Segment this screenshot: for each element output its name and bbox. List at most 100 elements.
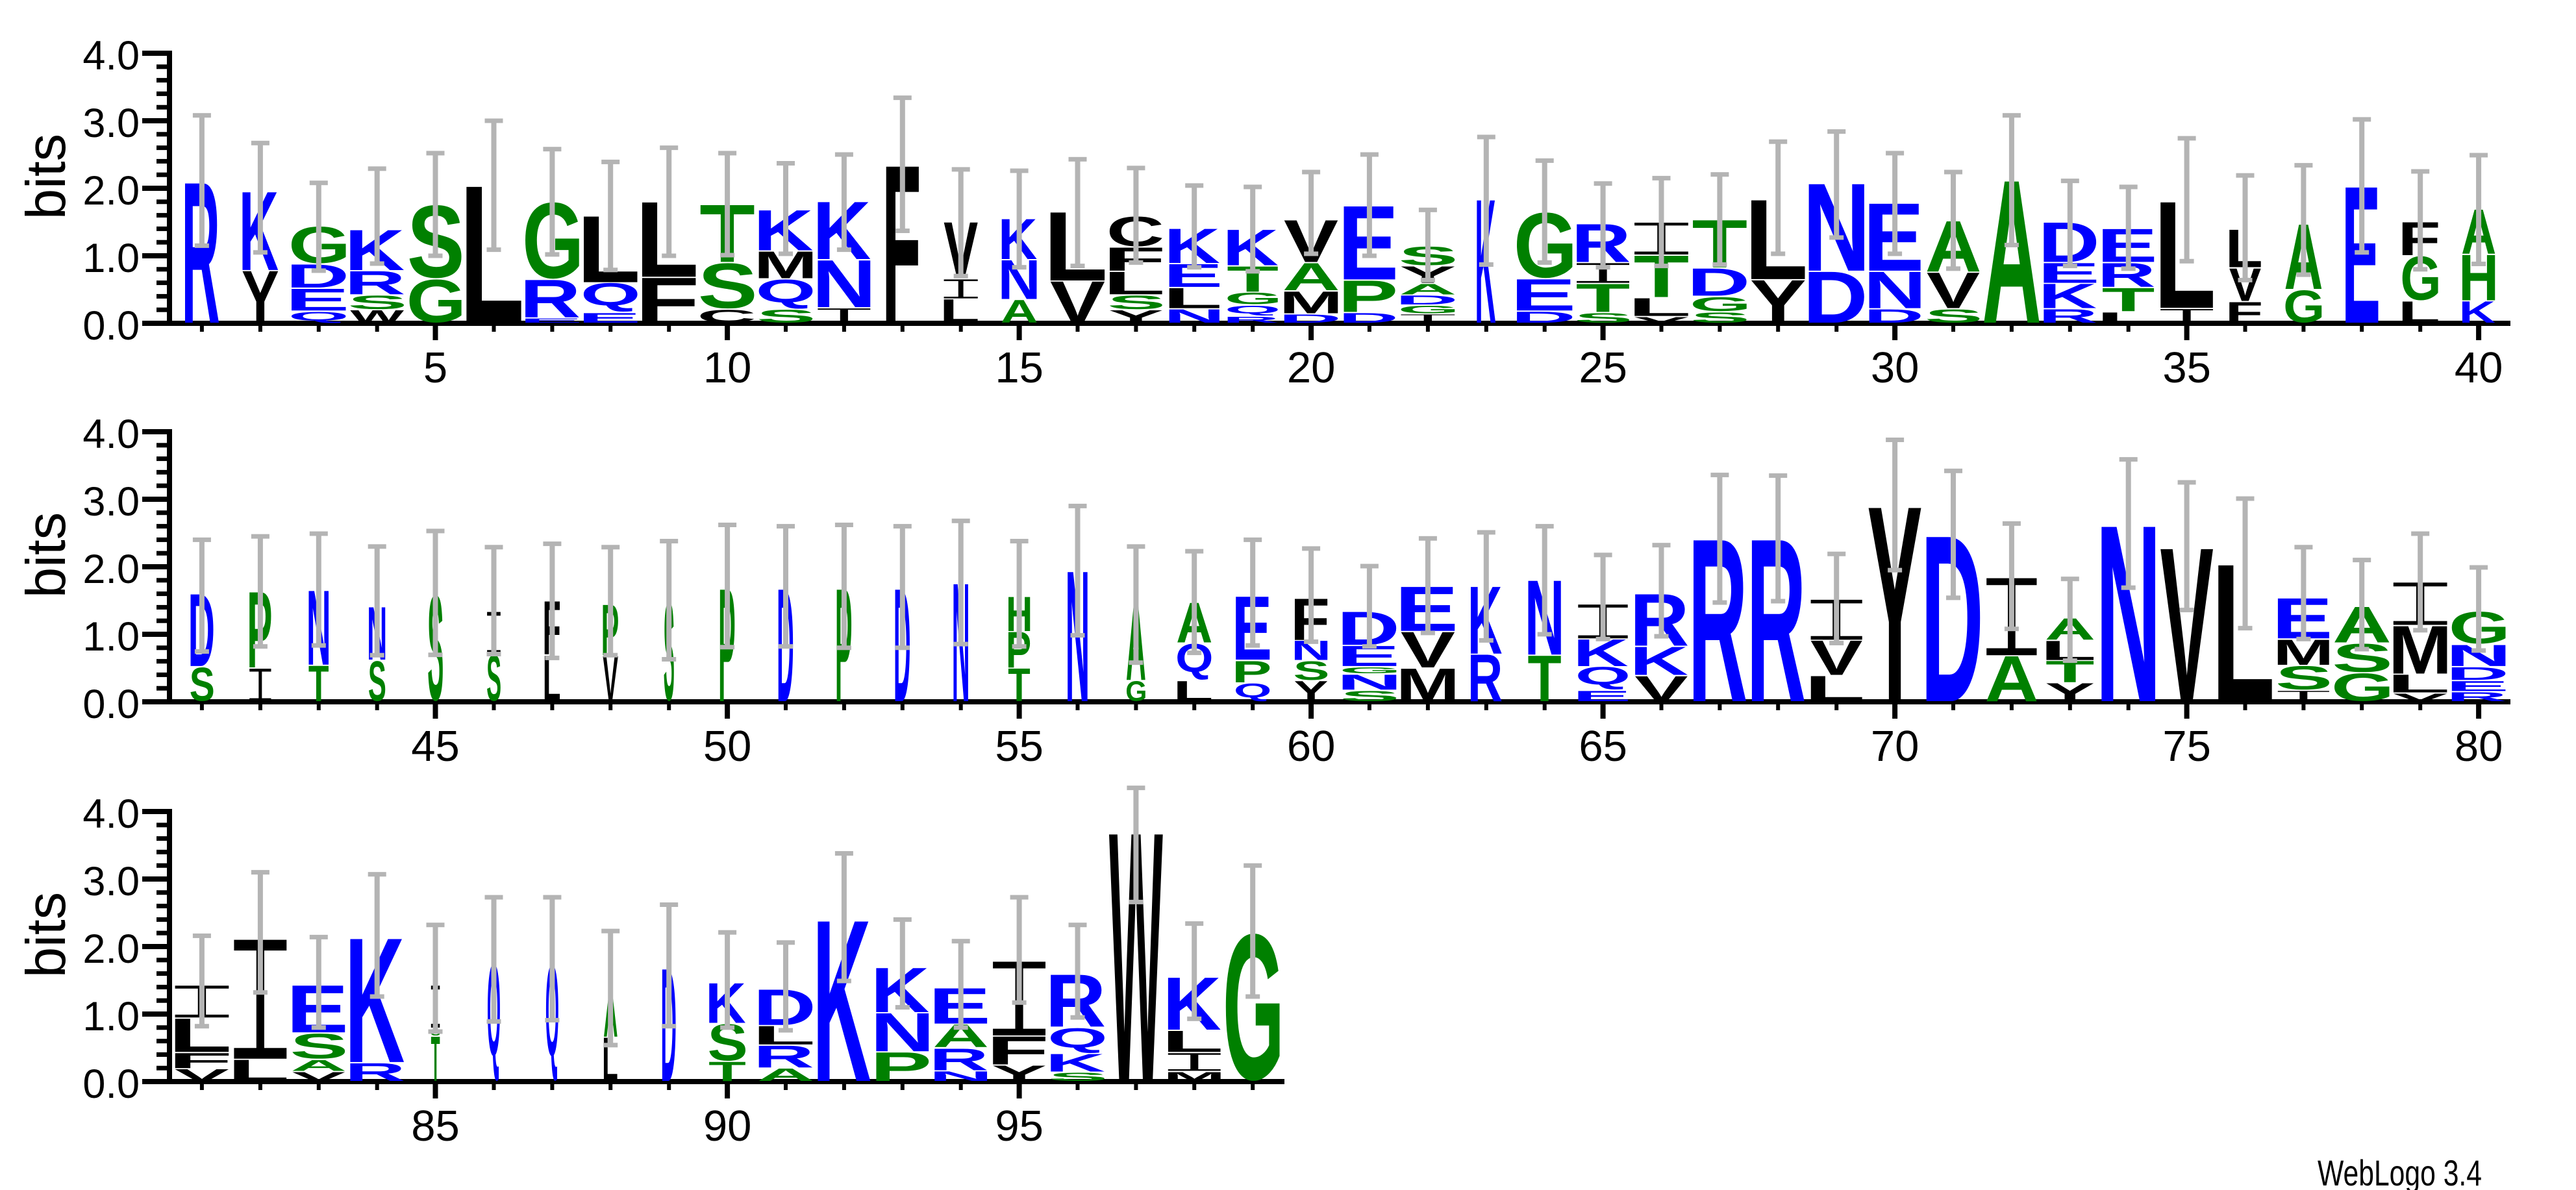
- svg-text:bits: bits: [16, 134, 77, 219]
- svg-text:E: E: [2445, 678, 2509, 694]
- svg-text:L: L: [1805, 668, 1866, 709]
- svg-text:WebLogo 3.4: WebLogo 3.4: [2318, 1152, 2482, 1190]
- svg-text:E: E: [577, 310, 641, 326]
- svg-text:L: L: [1161, 1024, 1223, 1059]
- svg-text:T: T: [431, 1024, 440, 1095]
- svg-text:70: 70: [1871, 722, 1919, 771]
- svg-text:55: 55: [995, 722, 1044, 771]
- svg-text:Y: Y: [2045, 678, 2095, 707]
- svg-text:90: 90: [703, 1102, 752, 1150]
- svg-text:L: L: [2386, 669, 2450, 698]
- svg-text:2.0: 2.0: [82, 168, 140, 214]
- svg-text:L: L: [1173, 675, 1214, 707]
- svg-text:G: G: [1398, 304, 1460, 316]
- svg-text:K: K: [2459, 295, 2495, 330]
- svg-text:3.0: 3.0: [82, 101, 140, 146]
- svg-text:F: F: [986, 1028, 1049, 1072]
- svg-text:V: V: [1634, 316, 1688, 325]
- svg-text:F: F: [168, 1048, 232, 1072]
- svg-text:N: N: [1164, 306, 1225, 327]
- svg-text:S: S: [1925, 306, 1983, 327]
- svg-text:Y: Y: [1294, 675, 1329, 708]
- svg-text:Q: Q: [756, 273, 816, 309]
- svg-text:10: 10: [703, 343, 752, 392]
- svg-text:D: D: [1511, 308, 1576, 326]
- svg-text:95: 95: [995, 1102, 1044, 1150]
- svg-text:R: R: [1223, 315, 1280, 324]
- svg-text:E: E: [519, 317, 582, 324]
- svg-text:D: D: [1687, 260, 1750, 304]
- svg-text:D: D: [2446, 663, 2509, 684]
- svg-text:S: S: [757, 306, 816, 327]
- svg-text:30: 30: [1871, 343, 1919, 392]
- svg-text:R: R: [753, 1039, 814, 1074]
- svg-text:3.0: 3.0: [82, 859, 140, 904]
- svg-text:4.0: 4.0: [82, 791, 140, 837]
- svg-text:L: L: [1103, 265, 1166, 301]
- svg-text:V: V: [1927, 262, 1980, 319]
- svg-text:K: K: [1045, 1049, 1105, 1077]
- svg-text:1.0: 1.0: [82, 994, 140, 1039]
- svg-text:R: R: [519, 269, 581, 329]
- svg-text:V: V: [1634, 669, 1688, 710]
- svg-text:S: S: [290, 1026, 349, 1066]
- svg-text:4.0: 4.0: [82, 33, 140, 79]
- svg-text:S: S: [1294, 656, 1330, 685]
- svg-text:0.0: 0.0: [82, 682, 140, 727]
- svg-text:G: G: [2331, 665, 2394, 710]
- svg-text:S: S: [1574, 310, 1632, 325]
- svg-text:G: G: [1125, 676, 1147, 707]
- svg-text:35: 35: [2162, 343, 2211, 392]
- svg-text:1.0: 1.0: [82, 614, 140, 660]
- svg-text:0.0: 0.0: [82, 303, 140, 349]
- svg-text:60: 60: [1287, 722, 1336, 771]
- svg-text:Y: Y: [992, 1061, 1047, 1085]
- svg-text:2.0: 2.0: [82, 547, 140, 592]
- svg-text:R: R: [1468, 641, 1503, 716]
- svg-text:T: T: [2102, 281, 2155, 319]
- svg-text:1.0: 1.0: [82, 236, 140, 281]
- svg-text:G: G: [1690, 293, 1751, 316]
- svg-text:A: A: [1001, 293, 1038, 330]
- svg-text:S: S: [1048, 1071, 1108, 1084]
- svg-text:Q: Q: [581, 277, 641, 312]
- svg-text:40: 40: [2455, 343, 2503, 392]
- svg-text:S: S: [1340, 688, 1400, 704]
- svg-text:P: P: [870, 1044, 932, 1090]
- svg-text:5: 5: [423, 343, 447, 392]
- svg-text:Y: Y: [1108, 306, 1164, 327]
- svg-text:G: G: [1225, 290, 1282, 308]
- svg-text:Q: Q: [1047, 1022, 1108, 1053]
- svg-text:L: L: [2096, 310, 2157, 326]
- svg-text:G: G: [406, 267, 466, 336]
- svg-text:N: N: [1864, 261, 1927, 320]
- svg-text:E: E: [1572, 688, 1631, 704]
- svg-text:L: L: [2398, 295, 2440, 329]
- svg-text:R: R: [2446, 689, 2507, 704]
- svg-text:P: P: [1232, 654, 1271, 689]
- svg-text:G: G: [1340, 665, 1401, 675]
- svg-text:D: D: [1338, 310, 1399, 326]
- svg-text:K: K: [1630, 638, 1688, 683]
- svg-text:80: 80: [2455, 722, 2503, 771]
- svg-text:N: N: [929, 1069, 993, 1084]
- svg-text:A: A: [757, 1065, 815, 1085]
- svg-text:A: A: [1282, 254, 1340, 299]
- svg-text:T: T: [1008, 658, 1031, 712]
- svg-text:D: D: [1864, 305, 1924, 327]
- svg-text:Q: Q: [1234, 680, 1271, 702]
- svg-text:85: 85: [411, 1102, 460, 1150]
- svg-text:M: M: [1279, 285, 1343, 320]
- svg-text:bits: bits: [16, 512, 77, 598]
- svg-text:S: S: [2275, 659, 2332, 697]
- svg-text:F: F: [635, 264, 699, 337]
- svg-text:Q: Q: [1575, 662, 1631, 690]
- svg-text:L: L: [227, 1053, 290, 1087]
- svg-text:3.0: 3.0: [82, 479, 140, 525]
- svg-text:0.0: 0.0: [82, 1061, 140, 1107]
- svg-text:D: D: [1279, 312, 1342, 325]
- svg-text:50: 50: [703, 722, 752, 771]
- svg-text:R: R: [345, 1058, 406, 1087]
- svg-text:G: G: [2283, 281, 2325, 332]
- svg-text:V: V: [1050, 269, 1105, 336]
